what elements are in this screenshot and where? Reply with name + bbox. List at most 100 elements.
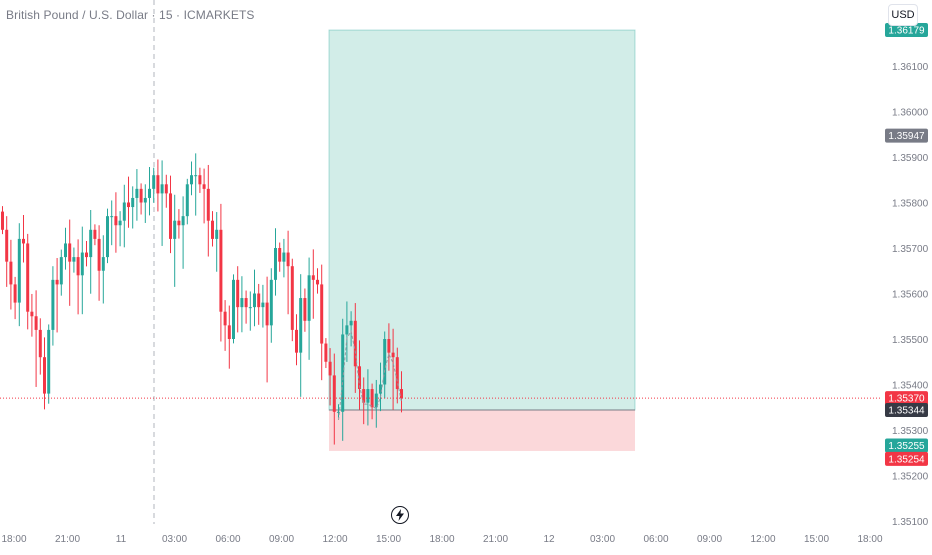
candle-body — [164, 184, 168, 194]
y-tick-label: 1.35400 — [892, 381, 929, 392]
x-tick-label: 06:00 — [215, 534, 240, 545]
candle-body — [55, 279, 59, 285]
candle-body — [139, 188, 143, 203]
candle-body — [80, 252, 84, 276]
candle-body — [299, 298, 303, 353]
candle-body — [64, 243, 67, 258]
price-tag-label: 1.35255 — [888, 441, 925, 452]
candle-body — [248, 307, 252, 309]
currency-button[interactable]: USD — [888, 4, 918, 26]
x-tick-label: 12:00 — [750, 534, 775, 545]
candle-body — [198, 175, 202, 185]
candle-body — [169, 193, 172, 239]
price-axis[interactable]: 1.36100 1.36000 1.35900 1.35800 1.35700 1.356… — [892, 62, 929, 528]
candle-body — [106, 216, 109, 258]
candle-body — [316, 279, 319, 285]
candle-body — [68, 243, 72, 262]
candle-body — [1, 211, 4, 230]
x-tick-label: 03:00 — [162, 534, 187, 545]
candle-body — [101, 257, 105, 271]
candle-body — [34, 316, 38, 330]
x-tick-label: 03:00 — [590, 534, 615, 545]
candle-body — [345, 325, 349, 335]
candle-body — [274, 248, 277, 280]
x-tick-label: 12 — [543, 534, 555, 545]
candle-body — [43, 357, 46, 394]
candle-body — [253, 293, 256, 308]
candle-body — [22, 238, 25, 244]
candle-body — [13, 284, 17, 303]
candle-body — [257, 293, 261, 308]
price-tag-last-price — [885, 391, 928, 406]
price-tag-label: 1.35370 — [888, 394, 925, 405]
candle-body — [400, 389, 403, 399]
candle-body — [374, 393, 378, 408]
candle-body — [127, 202, 130, 208]
candle-body — [311, 275, 315, 280]
candle-body — [278, 248, 282, 262]
price-tag-entry — [885, 402, 928, 417]
candle-body — [118, 220, 122, 226]
candle-body — [93, 229, 97, 239]
candle-body — [47, 329, 51, 394]
candle-body — [358, 366, 361, 390]
candle-body — [353, 320, 357, 367]
price-tag-label: 1.36179 — [888, 26, 925, 37]
candle-body — [131, 197, 135, 208]
profit-zone[interactable] — [328, 29, 636, 411]
candle-body — [190, 175, 193, 185]
x-tick-label: 11 — [116, 534, 127, 545]
candle-body — [295, 329, 298, 353]
candle-body — [379, 384, 382, 394]
price-tag-label: 1.35344 — [888, 405, 925, 416]
price-tag-label: 1.35947 — [888, 131, 925, 142]
candle-body — [307, 275, 311, 321]
loss-zone[interactable] — [329, 409, 635, 451]
price-tag-target-2 — [885, 438, 928, 453]
moving-average-line — [338, 329, 402, 421]
candle-body — [240, 298, 244, 308]
candle-body — [391, 352, 395, 358]
candle-body — [181, 216, 185, 226]
x-tick-label: 18:00 — [429, 534, 454, 545]
candle-body — [97, 238, 101, 271]
candle-body — [156, 175, 160, 194]
candle-body — [185, 184, 189, 217]
candle-body — [332, 375, 336, 412]
candle-body — [152, 175, 156, 189]
candle-body — [328, 361, 332, 376]
symbol-title: British Pound / U.S. Dollar · 15 · ICMAR… — [6, 8, 255, 22]
y-tick-label: 1.36100 — [892, 62, 929, 73]
x-tick-label: 18:00 — [1, 534, 26, 545]
y-tick-label: 1.35700 — [892, 244, 929, 255]
candle-body — [383, 339, 387, 385]
x-tick-label: 09:00 — [697, 534, 722, 545]
candle-body — [320, 284, 324, 344]
candle-body — [177, 220, 181, 226]
candle-body — [269, 279, 273, 326]
candle-body — [395, 357, 399, 390]
candle-body — [51, 279, 55, 330]
candle-body — [286, 252, 290, 267]
candle-body — [143, 197, 147, 203]
x-tick-label: 21:00 — [55, 534, 80, 545]
candle-body — [349, 320, 353, 326]
candle-body — [290, 266, 294, 330]
candle-body — [223, 311, 227, 326]
x-tick-label: 15:00 — [376, 534, 401, 545]
lightning-icon[interactable] — [391, 506, 409, 524]
time-axis[interactable]: 18:00 21:00 11 03:00 06:00 09:00 12:00 15:00 18:… — [1, 534, 882, 545]
candle-body — [5, 229, 9, 262]
candle-body — [387, 339, 391, 353]
candle-body — [244, 298, 248, 308]
candle-body — [227, 325, 231, 339]
price-tag-label: 1.35254 — [888, 454, 925, 465]
candle-body — [261, 302, 265, 308]
candle-body — [160, 184, 164, 194]
x-tick-label: 06:00 — [643, 534, 668, 545]
candle-body — [122, 202, 126, 221]
candle-body — [148, 188, 151, 198]
candle-body — [265, 302, 269, 326]
